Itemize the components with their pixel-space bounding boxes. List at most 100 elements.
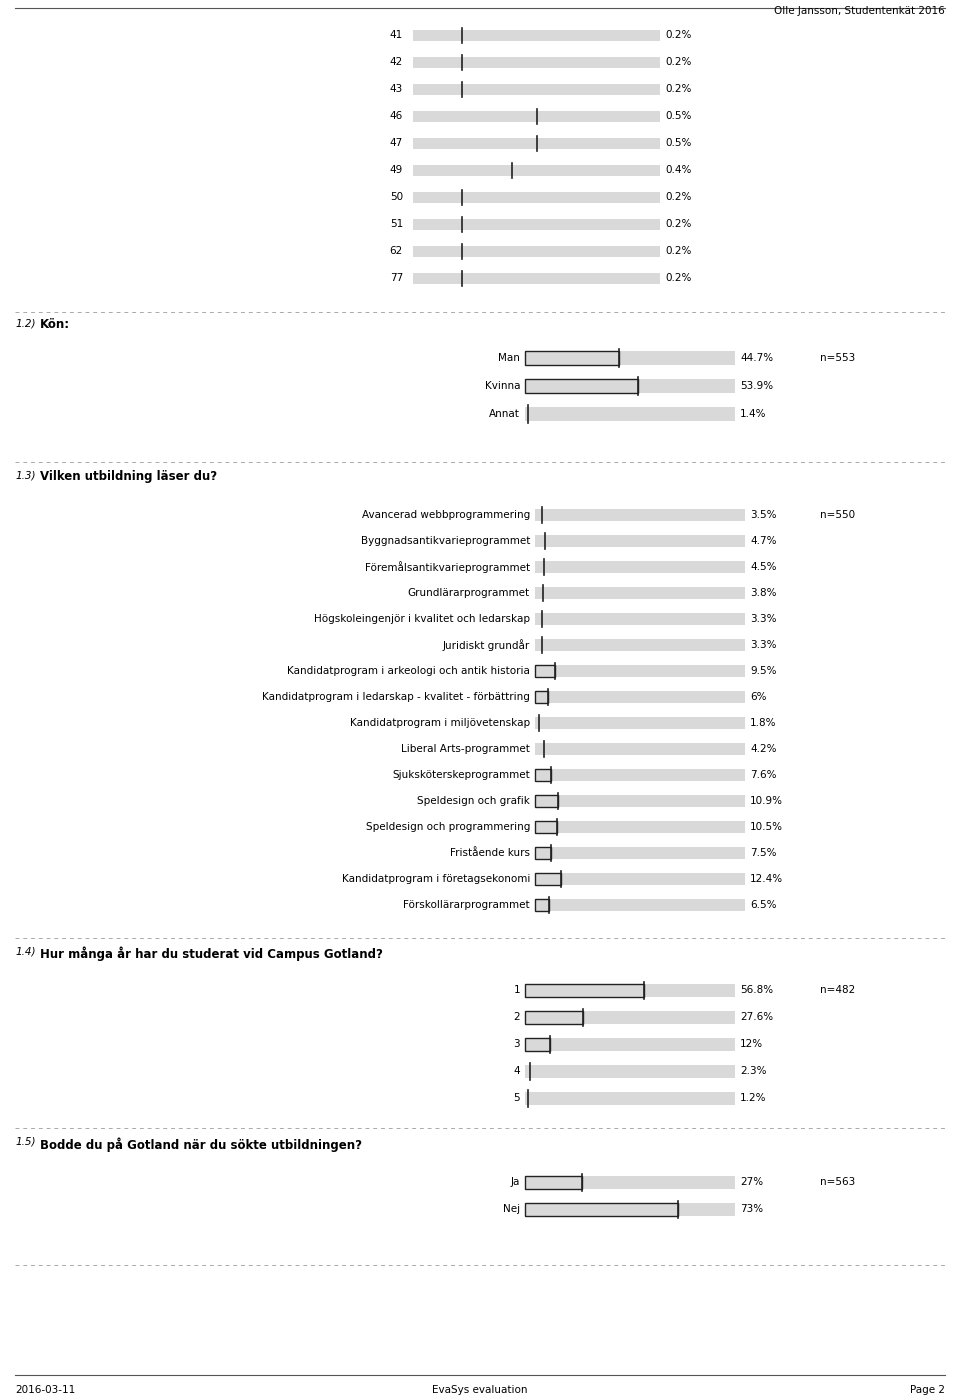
Text: 56.8%: 56.8% — [740, 985, 773, 995]
Text: 3.3%: 3.3% — [750, 640, 777, 650]
Text: 0.5%: 0.5% — [665, 138, 691, 148]
Text: Man: Man — [498, 353, 520, 363]
Text: Byggnadsantikvarieprogrammet: Byggnadsantikvarieprogrammet — [361, 536, 530, 545]
Bar — [535, 822, 745, 833]
Bar — [525, 379, 638, 393]
Text: 3.5%: 3.5% — [750, 511, 777, 520]
Text: n=553: n=553 — [820, 353, 855, 363]
Text: 4.7%: 4.7% — [750, 536, 777, 545]
Bar — [535, 822, 557, 833]
Text: 1.4%: 1.4% — [740, 409, 766, 418]
Text: Bodde du på Gotland när du sökte utbildningen?: Bodde du på Gotland när du sökte utbildn… — [40, 1137, 362, 1151]
Bar — [413, 191, 660, 202]
Bar — [535, 536, 745, 547]
Text: Liberal Arts-programmet: Liberal Arts-programmet — [401, 744, 530, 755]
Text: 2.3%: 2.3% — [740, 1066, 766, 1076]
Text: 0.2%: 0.2% — [665, 84, 691, 93]
Text: Kandidatprogram i ledarskap - kvalitet - förbättring: Kandidatprogram i ledarskap - kvalitet -… — [262, 692, 530, 702]
Text: 27%: 27% — [740, 1177, 763, 1187]
Text: Kön:: Kön: — [40, 318, 70, 331]
Text: 10.9%: 10.9% — [750, 797, 783, 806]
Text: 5: 5 — [514, 1094, 520, 1103]
Text: 49: 49 — [390, 165, 403, 174]
Bar — [413, 165, 660, 176]
Bar — [535, 665, 745, 677]
Bar — [413, 110, 660, 121]
Bar — [535, 587, 745, 598]
Bar — [525, 1202, 679, 1215]
Text: 1.2): 1.2) — [15, 318, 36, 328]
Text: Förskollärarprogrammet: Förskollärarprogrammet — [403, 900, 530, 910]
Text: 4.5%: 4.5% — [750, 562, 777, 572]
Bar — [525, 1176, 582, 1189]
Text: 9.5%: 9.5% — [750, 665, 777, 677]
Bar — [525, 1038, 735, 1050]
Text: 1.8%: 1.8% — [750, 718, 777, 728]
Text: 4: 4 — [514, 1066, 520, 1076]
Text: EvaSys evaluation: EvaSys evaluation — [432, 1385, 528, 1395]
Bar — [535, 769, 551, 781]
Text: 10.5%: 10.5% — [750, 822, 783, 831]
Bar — [535, 873, 561, 884]
Text: 46: 46 — [390, 112, 403, 121]
Text: Grundlärarprogrammet: Grundlärarprogrammet — [408, 589, 530, 598]
Text: 7.5%: 7.5% — [750, 848, 777, 858]
Text: 1: 1 — [514, 985, 520, 995]
Text: Fristående kurs: Fristående kurs — [450, 848, 530, 858]
Text: Sjuksköterskeprogrammet: Sjuksköterskeprogrammet — [393, 770, 530, 780]
Text: Juridiskt grundår: Juridiskt grundår — [443, 639, 530, 651]
Bar — [535, 509, 745, 520]
Bar — [525, 1010, 583, 1024]
Text: 73%: 73% — [740, 1204, 763, 1214]
Text: 0.2%: 0.2% — [665, 273, 691, 283]
Text: n=563: n=563 — [820, 1177, 855, 1187]
Bar — [525, 1176, 735, 1189]
Bar — [535, 612, 745, 625]
Bar — [535, 873, 745, 884]
Bar — [413, 29, 660, 40]
Bar — [525, 1202, 735, 1215]
Text: 4.2%: 4.2% — [750, 744, 777, 755]
Text: Högskoleingenjör i kvalitet och ledarskap: Högskoleingenjör i kvalitet och ledarska… — [314, 614, 530, 624]
Text: 1.2%: 1.2% — [740, 1094, 766, 1103]
Text: 1.5): 1.5) — [15, 1137, 36, 1147]
Text: Page 2: Page 2 — [910, 1385, 945, 1395]
Bar — [525, 1010, 735, 1024]
Text: 0.2%: 0.2% — [665, 57, 691, 67]
Text: Ja: Ja — [511, 1177, 520, 1187]
Text: 53.9%: 53.9% — [740, 381, 773, 391]
Text: Kandidatprogram i miljövetenskap: Kandidatprogram i miljövetenskap — [349, 718, 530, 728]
Bar — [413, 219, 660, 230]
Text: 77: 77 — [390, 273, 403, 283]
Text: Annat: Annat — [490, 409, 520, 418]
Text: Vilken utbildning läser du?: Vilken utbildning läser du? — [40, 470, 217, 483]
Text: Kvinna: Kvinna — [485, 381, 520, 391]
Bar — [535, 898, 549, 911]
Bar — [535, 717, 745, 730]
Bar — [525, 1064, 735, 1077]
Text: Nej: Nej — [503, 1204, 520, 1214]
Bar — [413, 138, 660, 148]
Bar — [535, 847, 745, 859]
Text: 27.6%: 27.6% — [740, 1011, 773, 1023]
Bar — [525, 983, 735, 996]
Text: 0.5%: 0.5% — [665, 112, 691, 121]
Text: Hur många år har du studerat vid Campus Gotland?: Hur många år har du studerat vid Campus … — [40, 946, 383, 961]
Text: 62: 62 — [390, 246, 403, 257]
Bar — [535, 898, 745, 911]
Text: 0.2%: 0.2% — [665, 31, 691, 40]
Text: Avancerad webbprogrammering: Avancerad webbprogrammering — [362, 511, 530, 520]
Text: 3: 3 — [514, 1039, 520, 1049]
Text: 7.6%: 7.6% — [750, 770, 777, 780]
Text: 1.4): 1.4) — [15, 946, 36, 956]
Bar — [525, 1091, 735, 1105]
Text: 3.8%: 3.8% — [750, 589, 777, 598]
Text: Olle Jansson, Studentenkät 2016: Olle Jansson, Studentenkät 2016 — [775, 6, 945, 15]
Bar — [535, 665, 555, 677]
Text: 12.4%: 12.4% — [750, 875, 783, 884]
Bar — [535, 639, 745, 651]
Bar — [525, 1038, 550, 1050]
Text: 0.4%: 0.4% — [665, 165, 691, 174]
Text: 44.7%: 44.7% — [740, 353, 773, 363]
Text: Föremålsantikvarieprogrammet: Föremålsantikvarieprogrammet — [365, 561, 530, 573]
